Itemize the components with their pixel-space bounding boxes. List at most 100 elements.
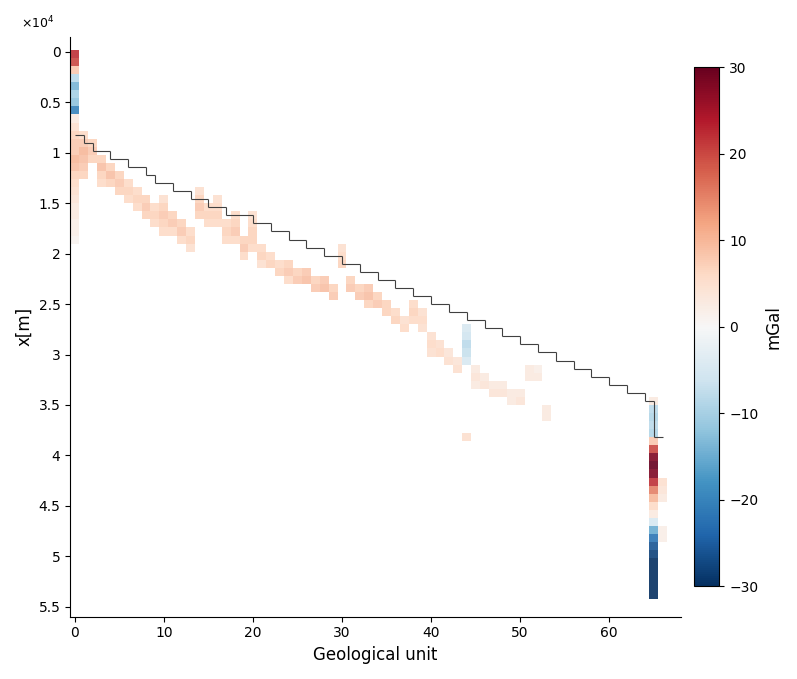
Bar: [230, 211, 240, 219]
Bar: [338, 244, 347, 252]
Bar: [489, 381, 498, 389]
Bar: [257, 244, 266, 252]
Y-axis label: mGal: mGal: [764, 305, 782, 349]
Bar: [480, 373, 489, 381]
Bar: [249, 227, 257, 236]
Bar: [650, 462, 658, 469]
Bar: [650, 518, 658, 526]
Bar: [213, 211, 222, 219]
Bar: [142, 195, 151, 203]
Bar: [364, 300, 373, 308]
Bar: [249, 244, 257, 252]
Bar: [97, 179, 106, 187]
Bar: [115, 187, 124, 195]
Bar: [151, 203, 159, 211]
Bar: [507, 389, 516, 397]
Bar: [70, 122, 79, 130]
Bar: [106, 179, 115, 187]
Bar: [650, 542, 658, 550]
Bar: [338, 259, 347, 268]
Bar: [177, 236, 186, 244]
Bar: [132, 187, 142, 195]
Bar: [650, 510, 658, 518]
Bar: [70, 227, 79, 236]
Bar: [222, 236, 230, 244]
Bar: [311, 276, 320, 284]
Bar: [516, 397, 524, 405]
Bar: [426, 348, 435, 356]
Bar: [507, 397, 516, 405]
Bar: [650, 421, 658, 429]
Bar: [266, 259, 275, 268]
Bar: [142, 203, 151, 211]
Bar: [124, 179, 132, 187]
Bar: [658, 494, 667, 502]
Bar: [650, 502, 658, 510]
Bar: [79, 171, 88, 179]
Bar: [650, 405, 658, 413]
Bar: [391, 316, 400, 325]
Bar: [462, 340, 471, 348]
Bar: [79, 163, 88, 171]
Bar: [284, 268, 293, 276]
Bar: [426, 340, 435, 348]
Bar: [70, 171, 79, 179]
Bar: [168, 211, 177, 219]
Bar: [70, 98, 79, 107]
Bar: [302, 268, 311, 276]
Bar: [658, 485, 667, 494]
Bar: [177, 227, 186, 236]
Bar: [445, 356, 453, 365]
Bar: [257, 259, 266, 268]
Bar: [159, 219, 168, 227]
Bar: [489, 389, 498, 397]
Bar: [650, 413, 658, 421]
Bar: [70, 236, 79, 244]
Bar: [97, 171, 106, 179]
Bar: [151, 211, 159, 219]
Bar: [222, 227, 230, 236]
Bar: [533, 365, 543, 373]
Bar: [88, 139, 97, 147]
Bar: [302, 276, 311, 284]
Bar: [124, 195, 132, 203]
Bar: [79, 155, 88, 163]
Bar: [445, 348, 453, 356]
Bar: [186, 236, 195, 244]
Bar: [70, 58, 79, 66]
Bar: [249, 211, 257, 219]
Bar: [70, 179, 79, 187]
Bar: [382, 308, 391, 316]
Bar: [159, 195, 168, 203]
Bar: [142, 211, 151, 219]
Bar: [213, 203, 222, 211]
Bar: [650, 591, 658, 599]
Bar: [70, 211, 79, 219]
Bar: [382, 300, 391, 308]
Bar: [195, 195, 204, 203]
Bar: [435, 348, 445, 356]
Bar: [355, 292, 364, 300]
Bar: [650, 526, 658, 534]
Bar: [195, 203, 204, 211]
Bar: [70, 195, 79, 203]
Bar: [106, 163, 115, 171]
Bar: [230, 219, 240, 227]
Bar: [79, 147, 88, 155]
Bar: [70, 50, 79, 58]
Bar: [650, 454, 658, 462]
Bar: [400, 325, 409, 332]
Bar: [471, 365, 480, 373]
Bar: [328, 284, 338, 292]
Bar: [650, 445, 658, 454]
Bar: [275, 259, 284, 268]
Bar: [132, 203, 142, 211]
Bar: [266, 252, 275, 259]
Bar: [70, 139, 79, 147]
Bar: [650, 583, 658, 591]
Bar: [70, 115, 79, 122]
Bar: [88, 147, 97, 155]
Bar: [177, 219, 186, 227]
Bar: [409, 300, 418, 308]
Bar: [293, 268, 302, 276]
